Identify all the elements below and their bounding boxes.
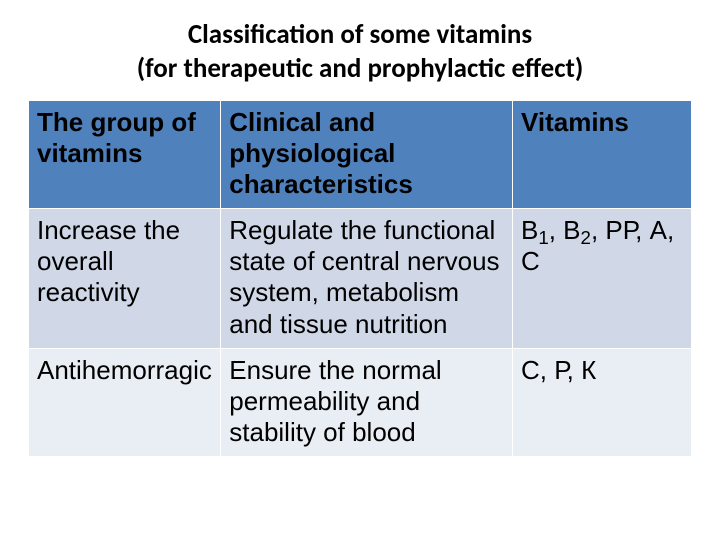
slide-title: Classification of some vitamins (for the… [28,18,692,86]
cell-group: Antihemorragic [29,348,221,457]
table-row: Antihemorragic Ensure the normal permeab… [29,348,692,457]
col-header-group: The group of vitamins [29,100,221,209]
table-header-row: The group of vitamins Clinical and physi… [29,100,692,209]
cell-clinical-text: Ensure the normal permeability and stabi… [229,355,441,447]
cell-group: Increase the overall reactivity [29,209,221,349]
cell-clinical: Ensure the normal permeability and stabi… [221,348,513,457]
vitamins-table: The group of vitamins Clinical and physi… [28,100,692,458]
cell-clinical-text: Regulate the functional state of central… [229,215,499,339]
cell-group-text: Antihemorragic [37,355,212,385]
cell-clinical: Regulate the functional state of central… [221,209,513,349]
title-line-2: (for therapeutic and prophylactic effect… [137,52,584,85]
table-row: Increase the overall reactivity Regulate… [29,209,692,349]
col-header-vitamins: Vitamins [512,100,691,209]
cell-group-text: Increase the overall reactivity [37,215,180,307]
title-line-1: Classification of some vitamins [188,18,532,51]
cell-vitamins: С, Р, К [512,348,691,457]
col-header-clinical: Clinical and physiological characteristi… [221,100,513,209]
cell-vitamins: В1, В2, РР, А, С [512,209,691,349]
